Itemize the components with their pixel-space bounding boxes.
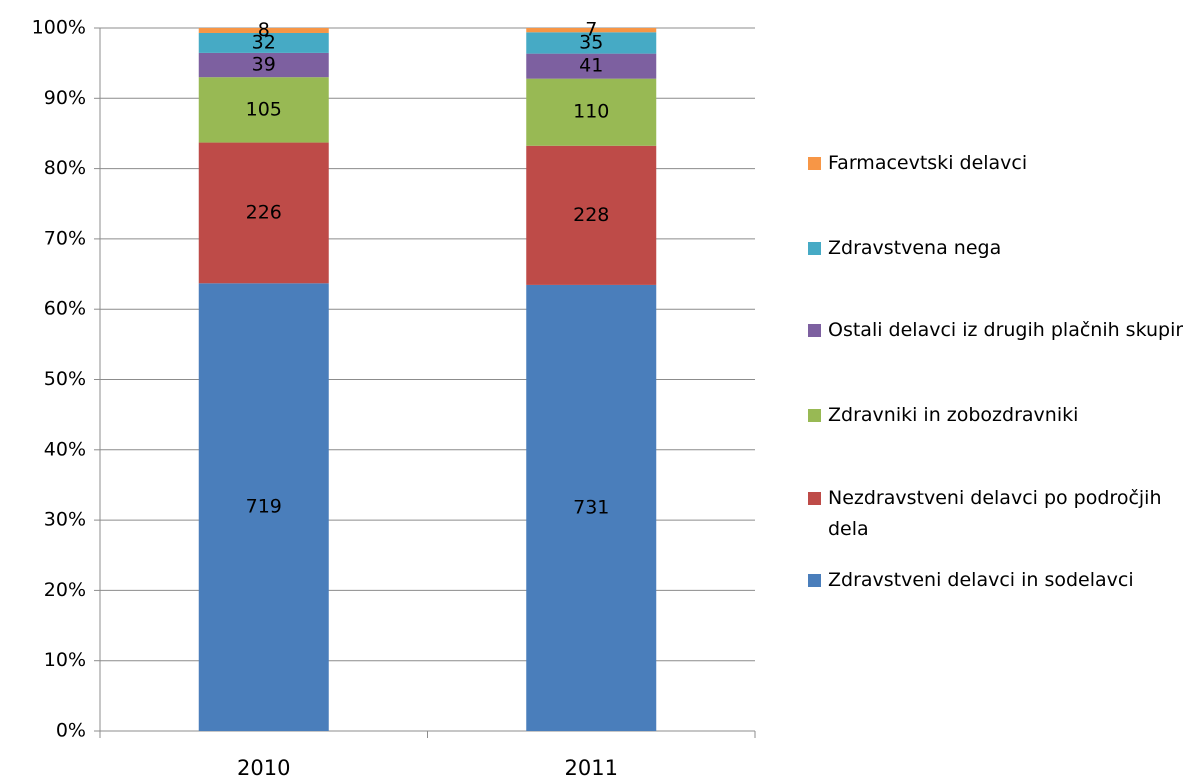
y-tick-label: 60% (44, 298, 86, 320)
data-label: 105 (246, 98, 282, 120)
legend-item: Farmacevtski delavci (808, 148, 1183, 179)
legend-label: Nezdravstveni delavci po področjih dela (828, 487, 1162, 540)
bar-segment (526, 28, 657, 33)
bar-segment (198, 77, 329, 143)
data-label: 719 (246, 496, 282, 518)
legend-item: Nezdravstveni delavci po področjih dela (808, 483, 1183, 545)
data-label: 226 (246, 201, 282, 223)
legend-swatch (808, 157, 821, 170)
data-label: 32 (252, 31, 276, 53)
bar-segment (198, 283, 329, 731)
bar-segment (526, 32, 657, 54)
bar-segment (198, 32, 329, 53)
legend-label: Zdravstvena nega (828, 237, 1002, 259)
legend-item: Zdravstveni delavci in sodelavci (808, 565, 1183, 596)
data-label: 731 (573, 496, 609, 518)
x-tick-label: 2011 (565, 756, 618, 780)
y-tick-label: 20% (44, 579, 86, 601)
bar-segment (526, 145, 657, 285)
x-tick-label: 2010 (237, 756, 290, 780)
data-label: 35 (579, 31, 603, 53)
bar-segment (526, 284, 657, 731)
data-label: 39 (252, 54, 276, 76)
legend-swatch (808, 492, 821, 505)
legend-label: Zdravstveni delavci in sodelavci (828, 569, 1134, 591)
y-tick-label: 50% (44, 368, 86, 390)
legend-label: Zdravniki in zobozdravniki (828, 404, 1079, 426)
y-tick-label: 90% (44, 87, 86, 109)
y-tick-label: 30% (44, 509, 86, 531)
data-label: 110 (573, 101, 609, 123)
y-tick-label: 40% (44, 438, 86, 460)
bar-segment (198, 142, 329, 284)
legend-item: Zdravstvena nega (808, 233, 1183, 264)
y-tick-label: 70% (44, 227, 86, 249)
legend-swatch (808, 574, 821, 587)
bar-segment (526, 53, 657, 79)
data-label: 228 (573, 204, 609, 226)
legend-item: Ostali delavci iz drugih plačnih skupin (808, 315, 1183, 346)
y-tick-label: 100% (32, 17, 86, 39)
legend-swatch (808, 324, 821, 337)
legend-swatch (808, 409, 821, 422)
data-label: 7 (585, 19, 597, 41)
y-tick-label: 0% (56, 720, 86, 742)
y-tick-label: 80% (44, 157, 86, 179)
bar-segment (198, 52, 329, 78)
data-label: 41 (579, 55, 603, 77)
legend-label: Ostali delavci iz drugih plačnih skupin (828, 319, 1183, 341)
bar-segment (198, 28, 329, 33)
bar-segment (526, 78, 657, 146)
y-tick-label: 10% (44, 649, 86, 671)
legend-label: Farmacevtski delavci (828, 152, 1028, 174)
data-label: 8 (258, 19, 270, 41)
legend-item: Zdravniki in zobozdravniki (808, 400, 1183, 431)
legend-swatch (808, 242, 821, 255)
